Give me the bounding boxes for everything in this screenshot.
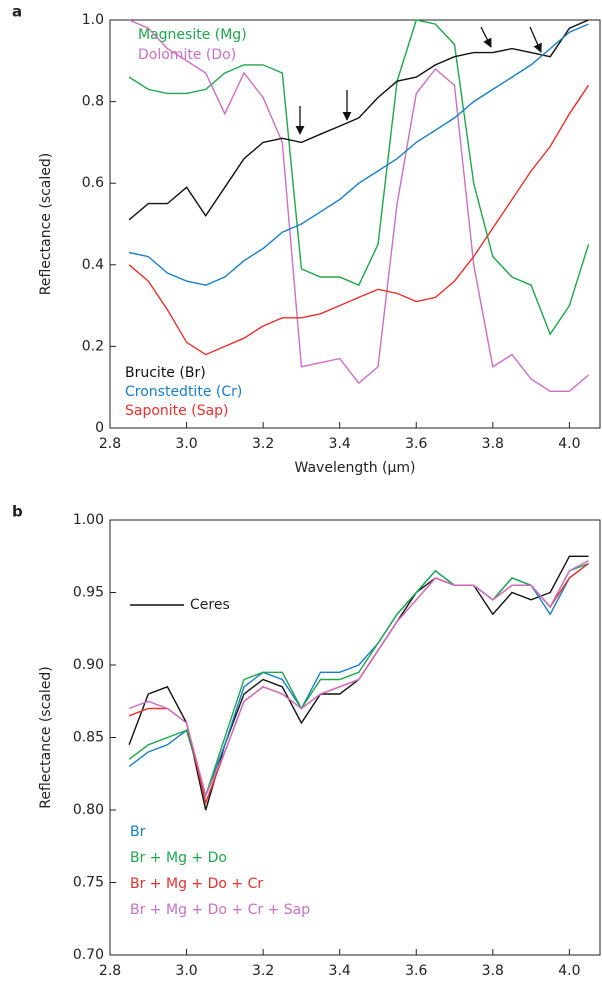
series-line <box>128 84 590 356</box>
x-tick-label: 2.8 <box>99 436 121 452</box>
y-tick-label: 0.85 <box>73 730 104 746</box>
arrow <box>529 26 542 53</box>
y-tick-label: 1.0 <box>82 12 104 28</box>
series-line <box>128 19 589 392</box>
y-tick-label: 0 <box>95 420 104 436</box>
arrow <box>480 26 492 48</box>
legend-label: Br + Mg + Do + Cr <box>130 876 263 892</box>
y-tick-label: 0.80 <box>73 802 104 818</box>
legend-label: Ceres <box>190 597 230 613</box>
x-tick-label: 3.8 <box>482 963 504 979</box>
y-tick-label: 0.95 <box>73 585 104 601</box>
y-tick-label: 0.8 <box>82 94 104 110</box>
panel-label: b <box>12 503 23 521</box>
x-tick-label: 3.6 <box>405 436 427 452</box>
series-line <box>128 19 590 336</box>
y-tick-label: 0.75 <box>73 875 104 891</box>
y-tick-label: 0.4 <box>82 257 104 273</box>
x-tick-label: 3.2 <box>252 963 274 979</box>
x-tick-label: 3.4 <box>329 963 351 979</box>
legend-label: Br + Mg + Do + Cr + Sap <box>130 902 310 918</box>
y-axis-title: Reflectance (scaled) <box>38 666 54 808</box>
x-tick-label: 3.0 <box>175 436 197 452</box>
legend-label: Saponite (Sap) <box>125 403 229 419</box>
legend-label: Magnesite (Mg) <box>138 27 247 43</box>
x-tick-label: 2.8 <box>99 963 121 979</box>
legend-label: Br <box>130 824 146 840</box>
x-axis-title: Wavelength (μm) <box>295 460 416 476</box>
plot-frame <box>109 19 601 429</box>
annotation-arrows <box>295 26 542 135</box>
panel-label: a <box>12 3 22 21</box>
y-tick-label: 0.70 <box>73 947 104 963</box>
x-tick-label: 4.0 <box>558 436 580 452</box>
y-tick-label: 1.00 <box>73 512 104 528</box>
legend-label: Dolomite (Do) <box>138 47 236 63</box>
series-line <box>128 559 589 798</box>
x-tick-label: 3.2 <box>252 436 274 452</box>
legend-label: Cronstedtite (Cr) <box>125 384 242 400</box>
x-tick-label: 3.6 <box>405 963 427 979</box>
series-line <box>128 23 589 286</box>
x-tick-label: 3.0 <box>175 963 197 979</box>
y-tick-label: 0.6 <box>82 175 104 191</box>
x-tick-label: 3.8 <box>482 436 504 452</box>
y-tick-label: 0.2 <box>82 338 104 354</box>
y-axis-title: Reflectance (scaled) <box>38 153 54 295</box>
y-tick-label: 0.90 <box>73 657 104 673</box>
x-tick-label: 3.4 <box>329 436 351 452</box>
x-tick-label: 4.0 <box>558 963 580 979</box>
series-line <box>128 19 589 221</box>
legend-label: Brucite (Br) <box>125 365 206 381</box>
legend-label: Br + Mg + Do <box>130 850 227 866</box>
